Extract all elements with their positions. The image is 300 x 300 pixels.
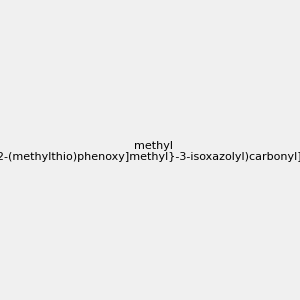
Text: methyl N-[(5-{[2-(methylthio)phenoxy]methyl}-3-isoxazolyl)carbonyl]glycinate: methyl N-[(5-{[2-(methylthio)phenoxy]met… bbox=[0, 141, 300, 162]
